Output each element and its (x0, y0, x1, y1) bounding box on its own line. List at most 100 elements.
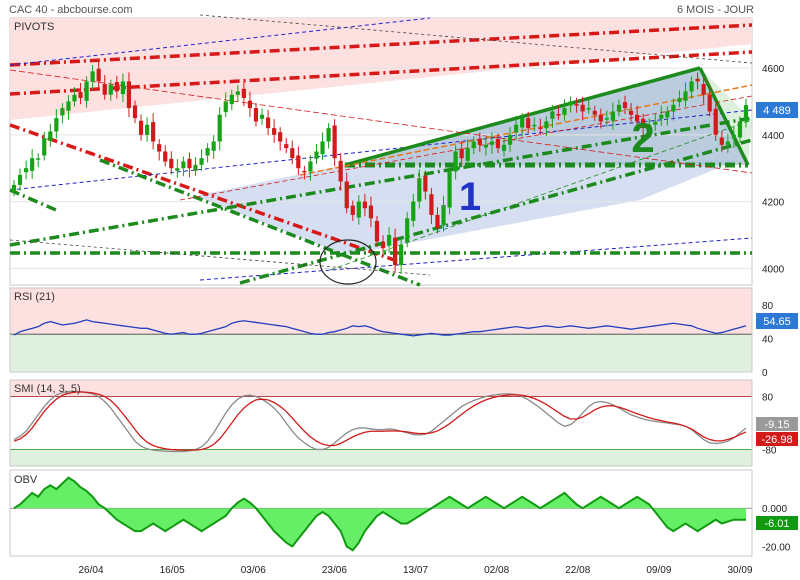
candle-body (574, 104, 579, 106)
rsi-last-badge (756, 313, 798, 329)
candle-body (241, 88, 246, 99)
candle-body (568, 101, 573, 106)
candle-body (501, 144, 507, 151)
candle-body (635, 114, 640, 122)
candle-body (344, 181, 349, 209)
candle-body (671, 104, 676, 112)
price-panel: 4000 4200 4400 4600 1 2 PIVOTS 4 489 (9, 14, 798, 287)
rsi-overbought-zone (10, 288, 752, 335)
candle-body (598, 114, 603, 122)
candle-body (459, 148, 464, 159)
candle-body (90, 71, 95, 82)
smi-plot-border (9, 379, 753, 467)
thin-red-line (179, 95, 753, 201)
candle-body (695, 78, 700, 82)
candle-body (36, 158, 41, 160)
price-y-tick-label: 4600 (762, 64, 785, 75)
candle-body (616, 104, 622, 112)
candle-body (453, 151, 458, 172)
resistance-line (9, 123, 401, 264)
candle-body (580, 104, 585, 112)
candle-body (144, 124, 150, 135)
smi-last-value-red: -26.98 (761, 434, 792, 446)
channel-line (199, 237, 753, 281)
x-tick-label: 30/09 (727, 565, 752, 576)
candle-body (483, 144, 488, 148)
candle-body (163, 151, 168, 162)
candle-body (622, 102, 628, 109)
candle-body (235, 91, 240, 95)
obv-y-tick-label: -20.00 (762, 542, 791, 553)
candle-body (175, 168, 180, 171)
candle-body (665, 111, 670, 118)
obv-last-value: -6.01 (764, 518, 789, 530)
candle-body (138, 120, 144, 135)
smi-last-badge-red (756, 432, 798, 446)
candle-body (199, 158, 204, 165)
candle-body (11, 184, 17, 192)
support-line (9, 188, 57, 212)
candle-body (677, 98, 682, 103)
support-line (698, 67, 750, 166)
price-y-tick-label: 4200 (762, 198, 785, 209)
x-tick-label: 16/05 (160, 565, 185, 576)
resistance-line (9, 50, 753, 96)
obv-y-tick-label: 0.000 (762, 504, 787, 515)
obv-panel: -20.00 0.000 OBV -6.01 (9, 469, 798, 557)
candle-body (689, 81, 694, 92)
candle-body (731, 134, 737, 139)
candle-body (229, 94, 234, 105)
thin-orange-line (299, 84, 753, 176)
resistance-line (9, 23, 753, 67)
candle-body (211, 141, 216, 151)
smi-line-grey (13, 390, 747, 453)
candle-body (544, 121, 549, 129)
price-panel-title: PIVOTS (14, 21, 54, 33)
candle-body (17, 174, 23, 185)
candle-body (562, 108, 567, 115)
smi-last-value-grey: -9.15 (764, 419, 789, 431)
price-y-tick-label: 4400 (762, 131, 785, 142)
candle-body (423, 175, 428, 192)
candle-body (151, 122, 156, 142)
candle-body (278, 132, 283, 142)
candle-body (102, 84, 107, 95)
candle-body (253, 108, 259, 122)
rsi-y-tick-label: 80 (762, 301, 774, 312)
candle-body (78, 92, 83, 99)
candle-body (23, 168, 29, 173)
smi-overbought-zone (10, 380, 752, 397)
candle-body (380, 241, 386, 249)
candle-body (556, 114, 561, 116)
candle-body (72, 94, 77, 102)
candle-body (683, 91, 688, 101)
candle-body (108, 84, 113, 95)
rsi-y-tick-label: 40 (762, 334, 774, 345)
candle-body (447, 171, 452, 208)
candle-body (526, 118, 531, 129)
candle-body (272, 128, 277, 135)
chart-source-title: CAC 40 - abcbourse.com (9, 4, 133, 16)
candle-body (193, 164, 198, 171)
candle-body (265, 117, 271, 129)
candle-body (308, 161, 313, 172)
candle-body (592, 110, 597, 115)
smi-panel-title: SMI (14, 3, 5) (14, 383, 81, 395)
candle-body (259, 114, 265, 119)
candle-body (350, 205, 355, 215)
smi-y-tick-label: -80 (762, 445, 777, 456)
resistance-zone (10, 18, 752, 120)
candle-body (550, 111, 555, 119)
rsi-line (13, 319, 747, 337)
support-line (9, 116, 753, 247)
candle-body (54, 118, 59, 132)
candle-body (707, 94, 712, 112)
obv-line (13, 476, 746, 552)
x-tick-label: 26/04 (78, 565, 103, 576)
thin-black-line (9, 239, 431, 276)
candle-body (284, 144, 289, 149)
candle-body (737, 121, 743, 138)
rsi-plot-border (9, 287, 753, 373)
candle-body (42, 138, 47, 156)
